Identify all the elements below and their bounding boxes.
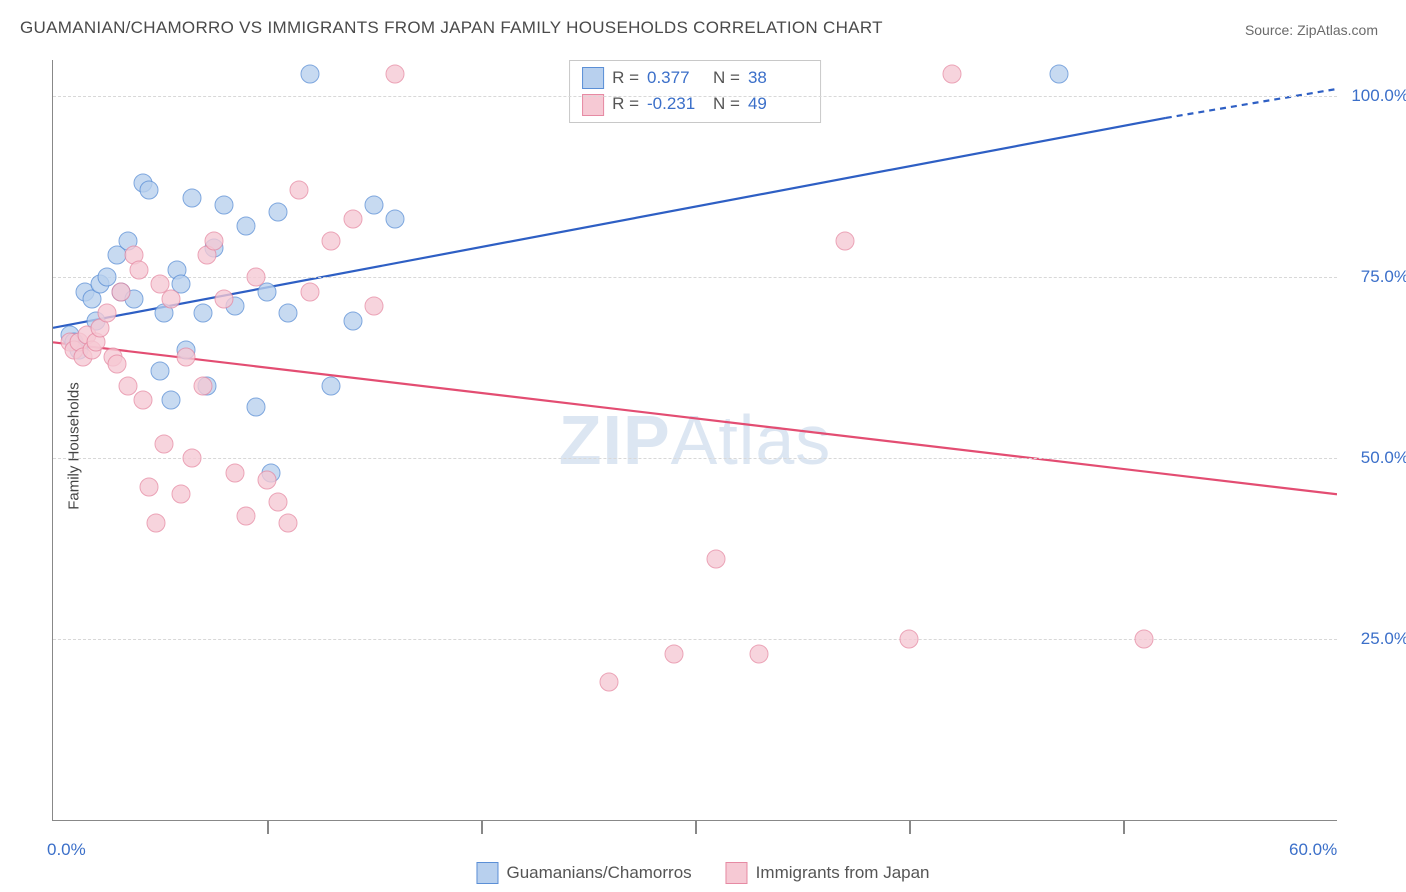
bottom-legend: Guamanians/Chamorros Immigrants from Jap…	[476, 862, 929, 884]
gridline-h	[53, 458, 1337, 459]
scatter-point	[97, 304, 116, 323]
gridline-h	[53, 96, 1337, 97]
scatter-point	[750, 644, 769, 663]
scatter-point	[322, 231, 341, 250]
scatter-point	[129, 260, 148, 279]
xtick	[481, 820, 483, 834]
scatter-point	[942, 65, 961, 84]
gridline-h	[53, 277, 1337, 278]
xtick	[1123, 820, 1125, 834]
scatter-point	[835, 231, 854, 250]
scatter-point	[151, 362, 170, 381]
scatter-point	[386, 65, 405, 84]
scatter-point	[225, 463, 244, 482]
scatter-point	[1135, 630, 1154, 649]
scatter-point	[112, 282, 131, 301]
scatter-point	[290, 181, 309, 200]
source-label: Source: ZipAtlas.com	[1245, 22, 1378, 38]
scatter-point	[268, 203, 287, 222]
scatter-point	[133, 391, 152, 410]
scatter-point	[161, 391, 180, 410]
scatter-point	[183, 449, 202, 468]
scatter-point	[268, 492, 287, 511]
legend-item-0: Guamanians/Chamorros	[476, 862, 691, 884]
r-label: R =	[612, 65, 639, 91]
xtick-label: 60.0%	[1289, 840, 1337, 860]
n-value-0: 38	[748, 65, 806, 91]
watermark-light: Atlas	[671, 401, 832, 479]
trend-lines	[53, 60, 1337, 820]
scatter-point	[236, 507, 255, 526]
scatter-point	[600, 673, 619, 692]
ytick-label: 75.0%	[1361, 267, 1406, 287]
watermark-bold: ZIP	[559, 401, 671, 479]
xtick	[267, 820, 269, 834]
scatter-point	[146, 514, 165, 533]
scatter-point	[343, 210, 362, 229]
scatter-point	[258, 470, 277, 489]
scatter-point	[215, 289, 234, 308]
scatter-point	[300, 282, 319, 301]
swatch-series-0	[582, 67, 604, 89]
swatch-series-1	[726, 862, 748, 884]
stats-legend: R = 0.377 N = 38 R = -0.231 N = 49	[569, 60, 821, 123]
scatter-point	[247, 398, 266, 417]
scatter-point	[97, 268, 116, 287]
scatter-point	[118, 376, 137, 395]
swatch-series-0	[476, 862, 498, 884]
scatter-point	[300, 65, 319, 84]
chart-title: GUAMANIAN/CHAMORRO VS IMMIGRANTS FROM JA…	[20, 18, 883, 38]
scatter-point	[365, 297, 384, 316]
scatter-point	[155, 434, 174, 453]
scatter-point	[279, 304, 298, 323]
plot-area: ZIPAtlas R = 0.377 N = 38 R = -0.231 N =…	[52, 60, 1337, 821]
xtick	[695, 820, 697, 834]
watermark: ZIPAtlas	[559, 400, 832, 480]
chart-container: GUAMANIAN/CHAMORRO VS IMMIGRANTS FROM JA…	[0, 0, 1406, 892]
stats-row-series-0: R = 0.377 N = 38	[582, 65, 806, 91]
scatter-point	[1049, 65, 1068, 84]
scatter-point	[176, 347, 195, 366]
scatter-point	[322, 376, 341, 395]
xtick-label: 0.0%	[47, 840, 86, 860]
scatter-point	[172, 485, 191, 504]
n-label: N =	[713, 65, 740, 91]
scatter-point	[664, 644, 683, 663]
scatter-point	[365, 195, 384, 214]
scatter-point	[108, 355, 127, 374]
ytick-label: 100.0%	[1351, 86, 1406, 106]
legend-item-1: Immigrants from Japan	[726, 862, 930, 884]
scatter-point	[140, 478, 159, 497]
ytick-label: 50.0%	[1361, 448, 1406, 468]
scatter-point	[900, 630, 919, 649]
scatter-point	[193, 304, 212, 323]
scatter-point	[707, 550, 726, 569]
r-value-0: 0.377	[647, 65, 705, 91]
xtick	[909, 820, 911, 834]
scatter-point	[386, 210, 405, 229]
ytick-label: 25.0%	[1361, 629, 1406, 649]
scatter-point	[236, 217, 255, 236]
scatter-point	[247, 268, 266, 287]
scatter-point	[343, 311, 362, 330]
scatter-point	[161, 289, 180, 308]
scatter-point	[215, 195, 234, 214]
legend-label-0: Guamanians/Chamorros	[506, 863, 691, 883]
scatter-point	[140, 181, 159, 200]
legend-label-1: Immigrants from Japan	[756, 863, 930, 883]
scatter-point	[279, 514, 298, 533]
scatter-point	[183, 188, 202, 207]
scatter-point	[204, 231, 223, 250]
scatter-point	[193, 376, 212, 395]
